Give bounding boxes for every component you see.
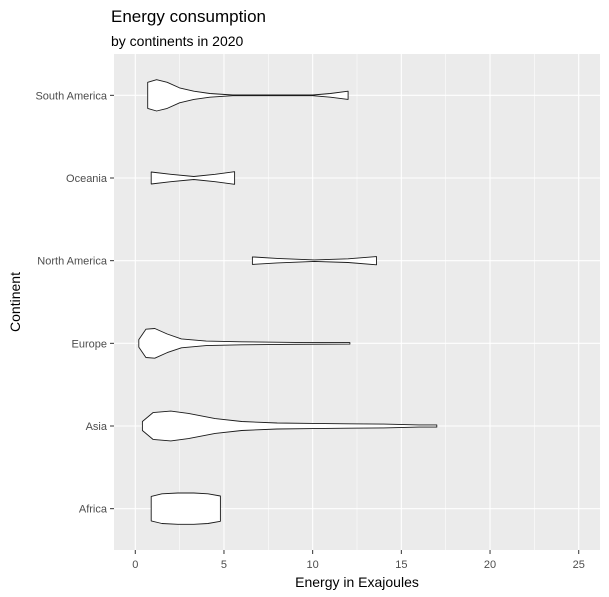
violin-asia xyxy=(141,410,438,442)
y-tick-label: Africa xyxy=(79,504,108,516)
violins xyxy=(138,79,438,525)
axes: 0 5 10 15 20 25 Africa Asia Europe North America O… xyxy=(35,90,584,571)
chart-title: Energy consumption xyxy=(111,7,266,26)
x-tick-label: 0 xyxy=(132,559,138,571)
y-axis-title: Continent xyxy=(7,272,23,332)
y-tick-label: Asia xyxy=(86,421,108,433)
violin-africa xyxy=(150,492,221,525)
x-tick-label: 10 xyxy=(307,559,319,571)
violin-europe xyxy=(138,328,351,359)
y-tick-label: South America xyxy=(35,90,107,102)
x-tick-label: 20 xyxy=(484,559,496,571)
y-tick-label: Europe xyxy=(72,338,107,350)
violin-north-america xyxy=(251,256,377,266)
chart-subtitle: by continents in 2020 xyxy=(111,33,244,49)
y-tick-label: Oceania xyxy=(66,173,108,185)
violin-south-america xyxy=(147,79,349,112)
x-tick-label: 15 xyxy=(395,559,407,571)
x-tick-label: 5 xyxy=(221,559,227,571)
x-tick-label: 25 xyxy=(573,559,585,571)
violin-oceania xyxy=(150,171,236,185)
y-tick-label: North America xyxy=(37,256,108,268)
x-axis-title: Energy in Exajoules xyxy=(295,574,419,590)
